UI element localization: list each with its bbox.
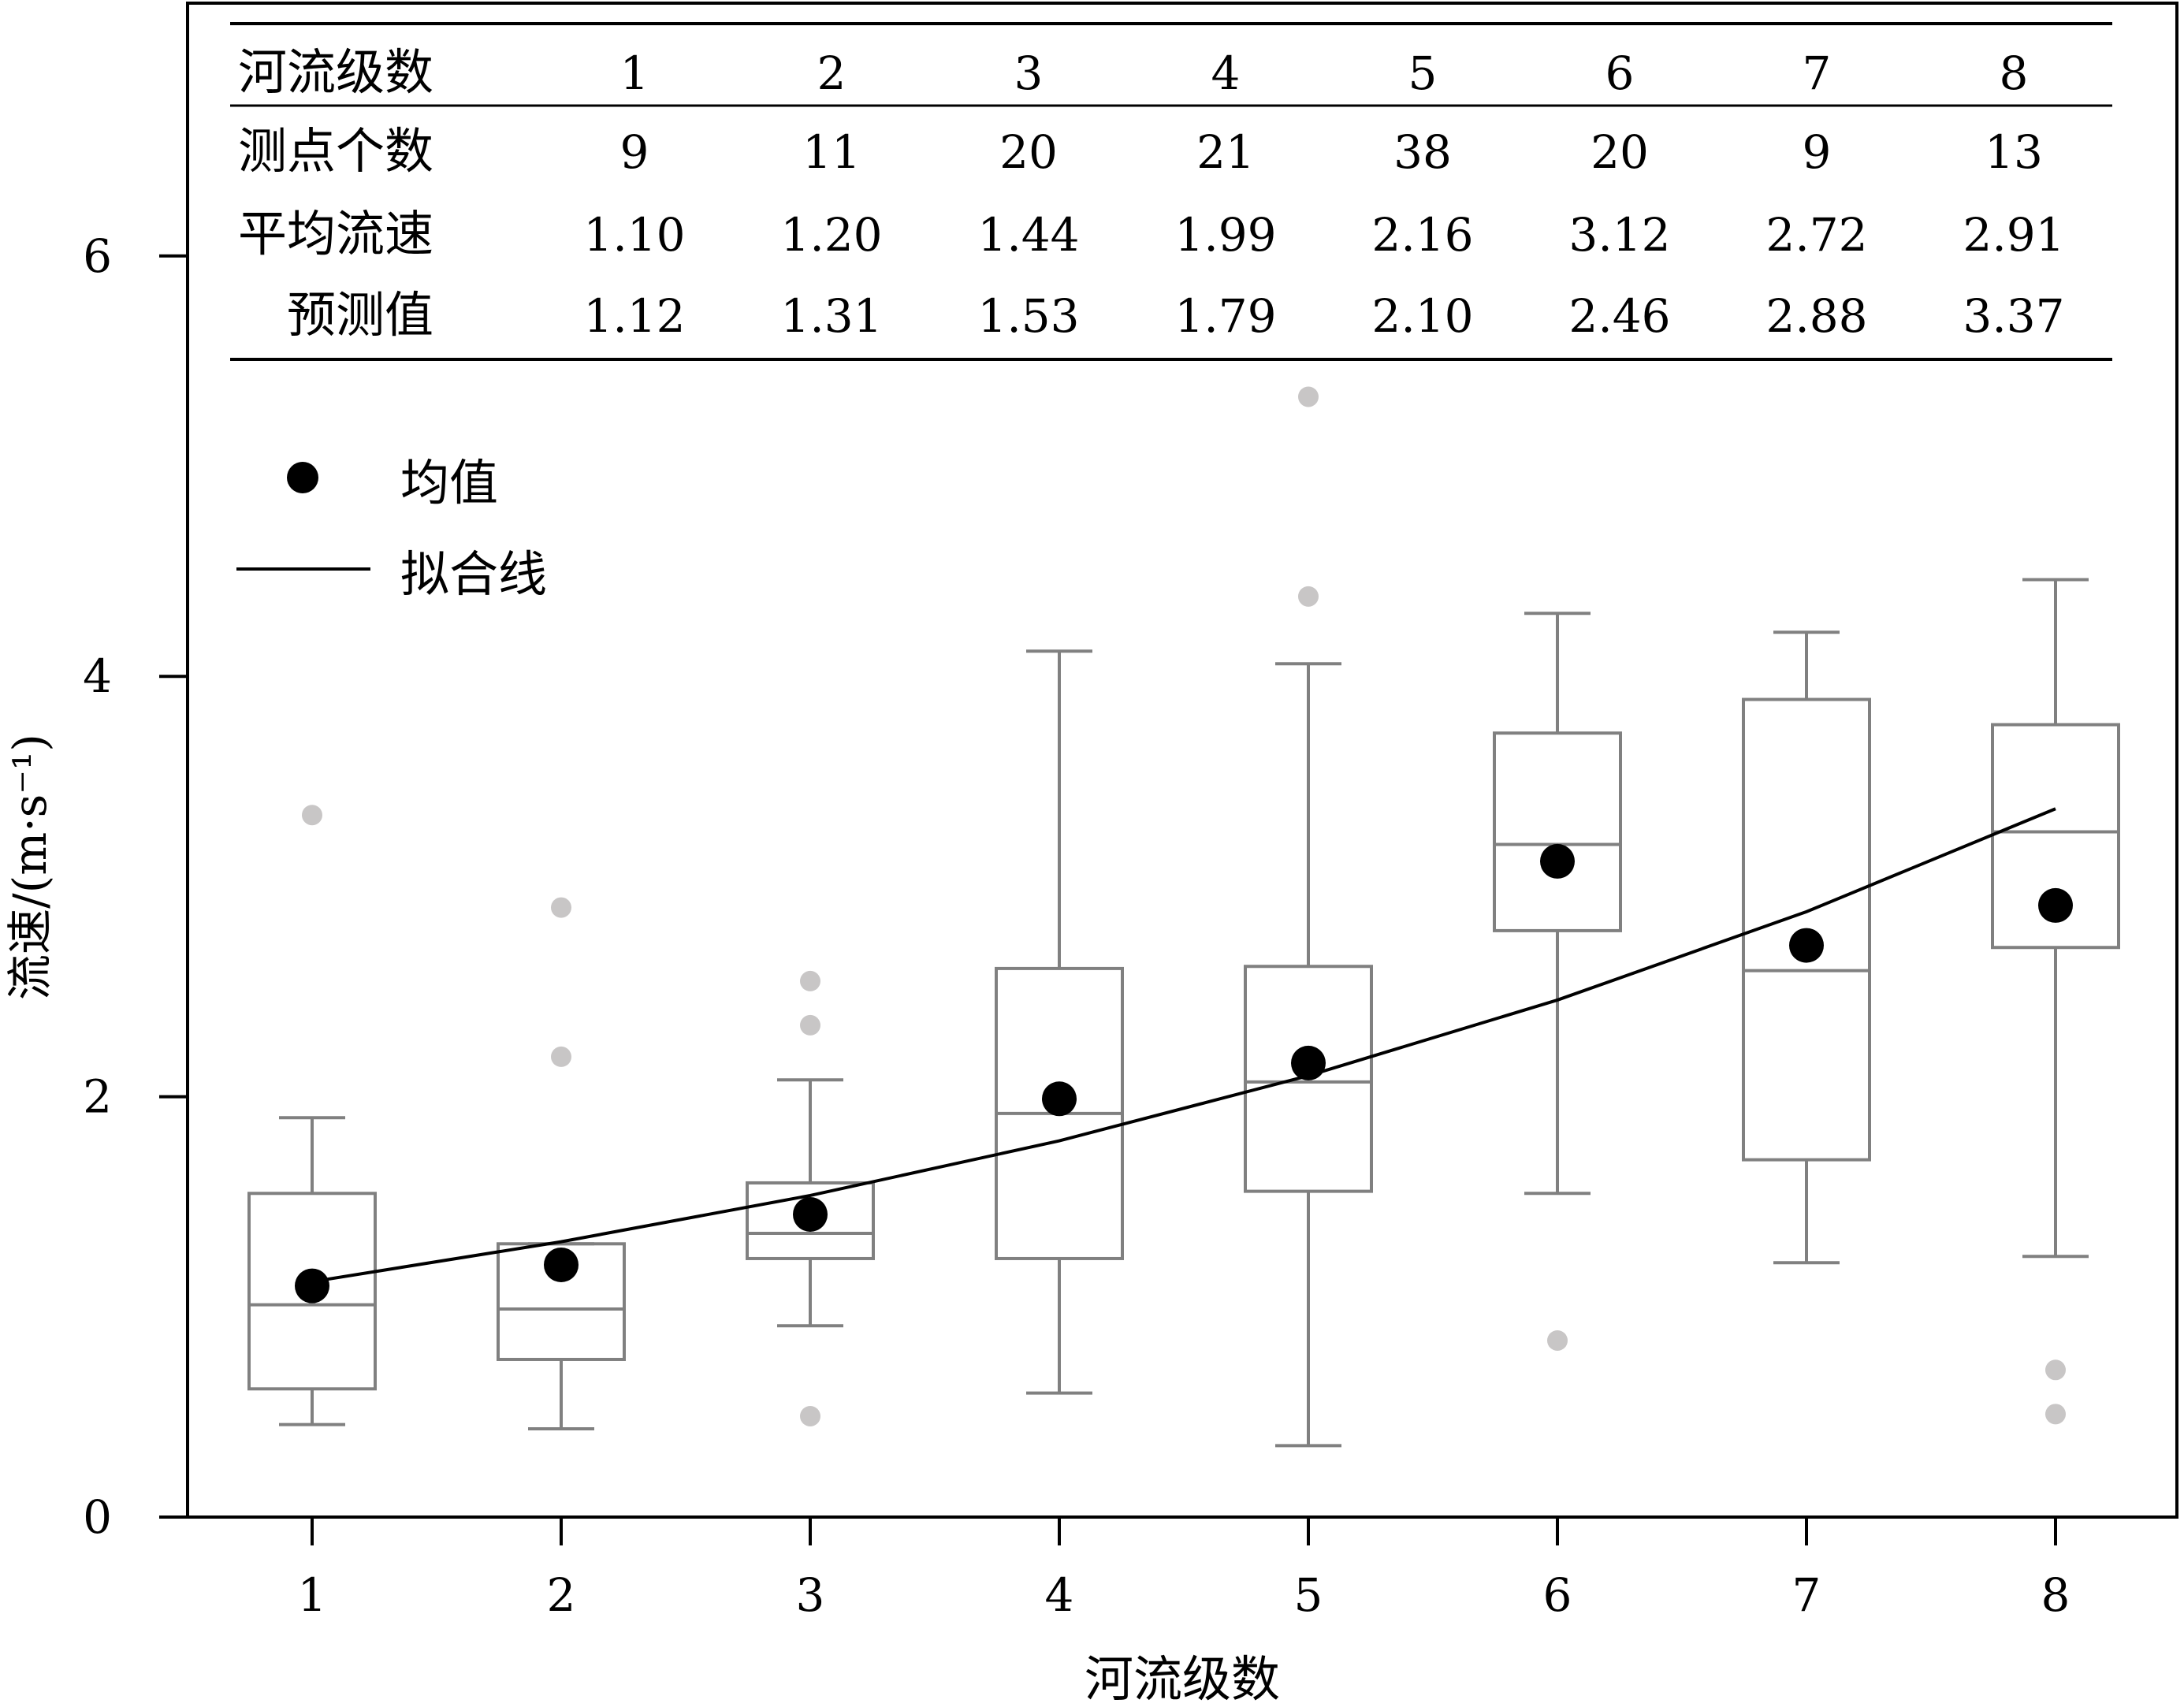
- table-row-label: 河流级数: [238, 43, 433, 101]
- table-cell: 20: [999, 125, 1058, 179]
- table-cell: 13: [1985, 125, 2043, 179]
- outlier-point: [800, 1405, 820, 1426]
- legend-mean-marker: [287, 462, 318, 493]
- table-cell: 9: [1803, 125, 1832, 179]
- table-cell: 1.99: [1174, 208, 1276, 262]
- iqr-box: [1244, 965, 1373, 1193]
- summary-table: 河流级数 1 2 3 4 5 6 7 8 测点个数 9 11 20 21 38 20 9 13 平均流速 1.10 1.…: [230, 22, 2112, 361]
- table-cell: 6: [1605, 46, 1635, 100]
- box-plot-6: [1493, 612, 1622, 1351]
- x-tick-label: 4: [1045, 1568, 1074, 1622]
- legend-mean-label: 均值: [400, 454, 498, 511]
- table-cell: 3.37: [1963, 289, 2064, 343]
- table-cell: 2: [817, 46, 846, 100]
- outlier-point: [800, 1014, 820, 1036]
- mean-point: [2038, 887, 2073, 923]
- table-cell: 2.91: [1963, 208, 2064, 262]
- fit-line-layer: [311, 807, 2056, 1284]
- table-cell: 11: [802, 125, 861, 179]
- iqr-box: [497, 1242, 626, 1361]
- iqr-box: [1742, 697, 1871, 1162]
- mean-point: [1042, 1081, 1077, 1117]
- box-plot-3: [746, 970, 875, 1426]
- box-plot-5: [1244, 386, 1373, 1448]
- plot-frame: [186, 2, 2178, 1519]
- table-cell: 1.53: [977, 289, 1079, 343]
- mean-point: [1789, 928, 1824, 963]
- x-tick-label: 5: [1294, 1568, 1323, 1622]
- table-cell: 1.79: [1174, 289, 1276, 343]
- outlier-point: [800, 970, 820, 991]
- table-cell: 1.44: [977, 208, 1079, 262]
- outlier-point: [2045, 1359, 2066, 1381]
- legend-line-label: 拟合线: [400, 545, 547, 603]
- outlier-point: [302, 805, 322, 826]
- table-cell: 7: [1803, 46, 1832, 100]
- table-row-label: 测点个数: [238, 122, 433, 180]
- table-cell: 9: [620, 125, 649, 179]
- table-cell: 8: [2000, 46, 2029, 100]
- table-cell: 5: [1408, 46, 1438, 100]
- box-plot-1: [247, 805, 377, 1426]
- box-plot-4: [995, 649, 1124, 1395]
- x-tick-label: 3: [796, 1568, 825, 1622]
- table-cell: 2.72: [1765, 208, 1867, 262]
- x-tick-label: 2: [547, 1568, 576, 1622]
- table-cell: 1: [620, 46, 649, 100]
- outlier-point: [1298, 386, 1319, 407]
- mean-point: [295, 1268, 329, 1303]
- y-axis-title: 流速/(m·s⁻¹): [3, 734, 57, 1000]
- box-plot-8: [1991, 578, 2120, 1425]
- table-cell: 2.46: [1568, 289, 1670, 343]
- table-cell: 3.12: [1568, 208, 1670, 262]
- x-tick-label: 7: [1792, 1568, 1821, 1622]
- table-cell: 20: [1591, 125, 1649, 179]
- table-cell: 1.20: [780, 208, 882, 262]
- box-plot-7: [1742, 630, 1871, 1265]
- mean-point: [1291, 1045, 1326, 1080]
- table-cell: 2.10: [1371, 289, 1473, 343]
- outlier-point: [551, 1046, 571, 1067]
- outlier-point: [2045, 1404, 2066, 1425]
- table-cell: 3: [1014, 46, 1044, 100]
- y-tick-label: 0: [83, 1490, 112, 1544]
- table-row: 河流级数 1 2 3 4 5 6 7 8: [238, 43, 2028, 101]
- iqr-box: [247, 1192, 377, 1391]
- mean-point: [793, 1196, 828, 1232]
- table-cell: 38: [1393, 125, 1452, 179]
- mean-point: [544, 1247, 579, 1282]
- table-cell: 1.10: [583, 208, 685, 262]
- table-cell: 4: [1211, 46, 1241, 100]
- mean-points: [295, 843, 2073, 1303]
- table-row: 平均流速 1.10 1.20 1.44 1.99 2.16 3.12 2.72 2.91: [238, 205, 2065, 262]
- table-cell: 2.88: [1765, 289, 1867, 343]
- iqr-box: [1493, 731, 1622, 932]
- outlier-point: [1298, 586, 1319, 607]
- table-cell: 21: [1196, 125, 1255, 179]
- x-tick-label: 1: [298, 1568, 327, 1622]
- y-tick-label: 4: [83, 649, 112, 703]
- x-tick-label: 8: [2041, 1568, 2071, 1622]
- box-plot-2: [497, 897, 626, 1430]
- table-cell: 2.16: [1371, 208, 1473, 262]
- outlier-point: [1547, 1330, 1568, 1351]
- table-cell: 1.12: [583, 289, 685, 343]
- fit-line: [311, 807, 2056, 1284]
- table-row-label: 平均流速: [238, 205, 433, 262]
- y-tick-label: 2: [83, 1070, 112, 1124]
- y-tick-label: 6: [83, 229, 112, 283]
- table-row-label: 预测值: [287, 286, 433, 344]
- outlier-point: [551, 897, 571, 918]
- table-cell: 1.31: [780, 289, 882, 343]
- iqr-box: [746, 1181, 875, 1260]
- table-row: 预测值 1.12 1.31 1.53 1.79 2.10 2.46 2.88 3.37: [287, 286, 2065, 344]
- table-row: 测点个数 9 11 20 21 38 20 9 13: [238, 122, 2043, 180]
- x-tick-label: 6: [1543, 1568, 1572, 1622]
- x-axis-title: 河流级数: [1085, 1650, 1280, 1707]
- mean-point: [1540, 843, 1575, 879]
